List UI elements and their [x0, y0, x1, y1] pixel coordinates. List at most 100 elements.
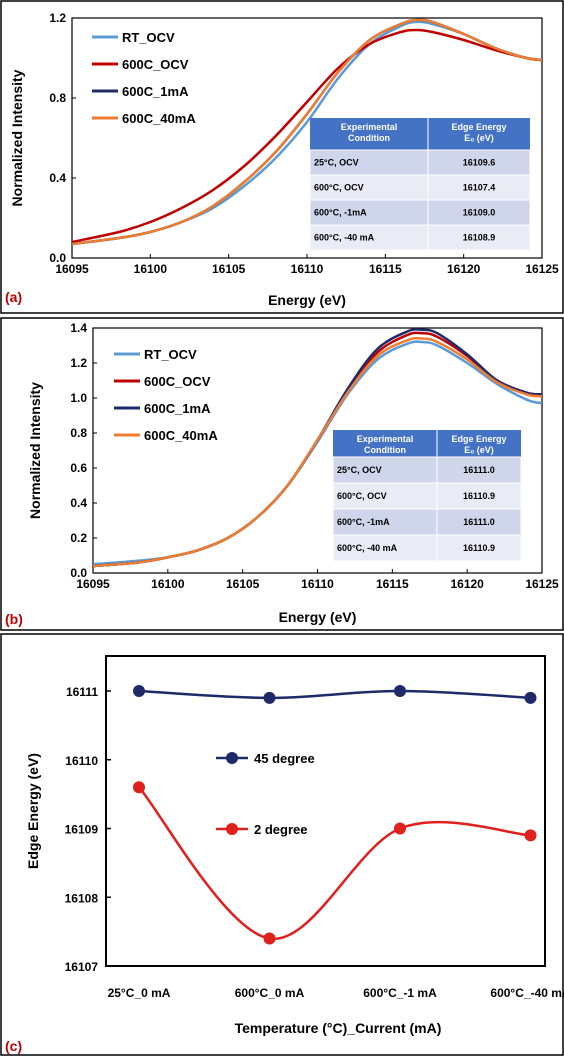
table-header-bg	[333, 430, 521, 457]
y-tick-label: 16109	[65, 823, 99, 837]
table-header-bg	[310, 118, 530, 150]
panel-c: 16107 16108 16109 16110 16111 25°C_0 mA 600°C_…	[5, 655, 564, 1054]
table-header-cell: Experimental	[357, 434, 414, 444]
table-cell-condition: 600°C, -1mA	[314, 208, 367, 218]
table-cell-edge-energy: 16111.0	[463, 517, 495, 527]
table-cell-condition: 600°C, -1mA	[337, 517, 390, 527]
table-header-cell: E₀ (eV)	[464, 133, 494, 143]
x-category-label: 600°C_0 mA	[235, 986, 305, 1000]
table-header-cell: E₀ (eV)	[464, 445, 494, 455]
table-cell-condition: 600°C, OCV	[314, 183, 364, 193]
x-tick-label: 16115	[369, 262, 402, 276]
table-cell-edge-energy: 16109.0	[463, 208, 496, 218]
x-category-label: 25°C_0 mA	[108, 986, 171, 1000]
x-tick-label: 16110	[301, 577, 334, 591]
table-cell-edge-energy: 16110.9	[463, 543, 495, 553]
y-axis-label: Normalized Intensity	[27, 382, 43, 519]
x-axis-label: Temperature (°C)_Current (mA)	[235, 1020, 442, 1036]
table-cell-edge-energy: 16108.9	[463, 233, 496, 243]
series-line-45 degree	[138, 689, 531, 700]
table-row	[309, 174, 531, 201]
table-row	[309, 224, 531, 251]
plot-area	[105, 655, 546, 967]
table-cell-edge-energy: 16109.6	[463, 158, 496, 168]
y-tick-label: 0.6	[70, 461, 87, 475]
x-tick-label: 16105	[212, 262, 246, 276]
data-point-2 degree	[263, 932, 276, 945]
x-tick-label: 16105	[226, 577, 260, 591]
y-axis-label: Edge Energy (eV)	[25, 753, 41, 869]
y-tick-label: 0.4	[70, 496, 87, 510]
panel-a-frame	[0, 0, 564, 314]
table-cell-edge-energy: 16107.4	[463, 183, 496, 193]
panel-label: (a)	[5, 289, 22, 305]
y-tick-label: 1.4	[70, 321, 87, 335]
table-cell-edge-energy: 16110.9	[463, 491, 495, 501]
table-cell-condition: 25°C, OCV	[337, 465, 382, 475]
data-point-45 degree	[394, 685, 406, 697]
panel-b: 0.0 0.2 0.4 0.6 0.8 1.0 1.2 1.4 16095 16100 16105 1…	[5, 321, 559, 627]
table-cell-condition: 600°C, -40 mA	[337, 543, 398, 553]
x-category-label: 600°C_-1 mA	[363, 986, 437, 1000]
table-header-cell: Condition	[348, 133, 390, 143]
legend-label: 600C_OCV	[144, 374, 211, 389]
table-header-cell: Edge Energy	[451, 434, 506, 444]
legend-label: 600C_OCV	[122, 57, 189, 72]
x-axis-label: Energy (eV)	[268, 292, 346, 308]
x-tick-label: 16125	[525, 262, 559, 276]
x-tick-label: 16095	[55, 262, 89, 276]
table-cell-condition: 600°C, OCV	[337, 491, 387, 501]
x-tick-label: 16110	[291, 262, 324, 276]
table-cell-edge-energy: 16111.0	[463, 465, 495, 475]
legend-marker	[226, 752, 238, 764]
legend-label: 600C_40mA	[122, 111, 196, 126]
data-point-2 degree	[524, 829, 537, 842]
x-tick-label: 16120	[450, 577, 484, 591]
x-tick-label: 16100	[151, 577, 185, 591]
x-tick-label: 16115	[376, 577, 409, 591]
x-tick-label: 16095	[76, 577, 110, 591]
legend-label: 2 degree	[254, 822, 307, 837]
legend-label: RT_OCV	[144, 347, 197, 362]
y-axis-label: Normalized Intensity	[9, 69, 25, 206]
series-line-2 degree	[138, 786, 531, 940]
legend-label: RT_OCV	[122, 30, 175, 45]
table-header-cell: Edge Energy	[451, 122, 506, 132]
y-tick-label: 1.2	[70, 356, 87, 370]
legend-label: 600C_1mA	[122, 84, 189, 99]
table-header-cell: Experimental	[341, 122, 398, 132]
table-cell-condition: 25°C, OCV	[314, 158, 359, 168]
x-tick-label: 16125	[525, 577, 559, 591]
data-point-45 degree	[133, 685, 145, 697]
panel-c-frame	[0, 633, 564, 1056]
legend-label: 600C_40mA	[144, 428, 218, 443]
series-line-600C_OCV	[71, 28, 543, 244]
table-row	[332, 534, 522, 562]
panel-label: (c)	[5, 1038, 22, 1054]
y-tick-label: 16108	[65, 891, 99, 905]
x-tick-label: 16120	[447, 262, 481, 276]
y-tick-label: 0.8	[49, 91, 66, 105]
x-tick-label: 16100	[134, 262, 168, 276]
y-tick-label: 0.4	[49, 171, 66, 185]
y-tick-label: 0.8	[70, 426, 87, 440]
legend-label: 45 degree	[254, 751, 315, 766]
table-header-cell: Condition	[364, 445, 406, 455]
table-cell-condition: 600°C, -40 mA	[314, 233, 375, 243]
legend-label: 600C_1mA	[144, 401, 211, 416]
y-tick-label: 16107	[65, 960, 99, 974]
table-row	[309, 149, 531, 176]
table-row	[309, 199, 531, 226]
legend-marker	[226, 823, 238, 835]
data-point-45 degree	[263, 691, 276, 704]
y-tick-label: 16111	[66, 685, 98, 699]
y-tick-label: 1.0	[70, 391, 87, 405]
panel-b-frame	[0, 317, 564, 631]
y-tick-label: 0.0	[49, 251, 66, 265]
panel-a: 0.0 0.4 0.8 1.2 16095 16100 16105 16110 16115 161…	[5, 11, 559, 308]
data-point-45 degree	[524, 691, 537, 704]
y-tick-label: 0.2	[70, 531, 87, 545]
data-point-2 degree	[133, 781, 145, 794]
x-category-label: 600°C_-40 mA	[490, 986, 564, 1000]
